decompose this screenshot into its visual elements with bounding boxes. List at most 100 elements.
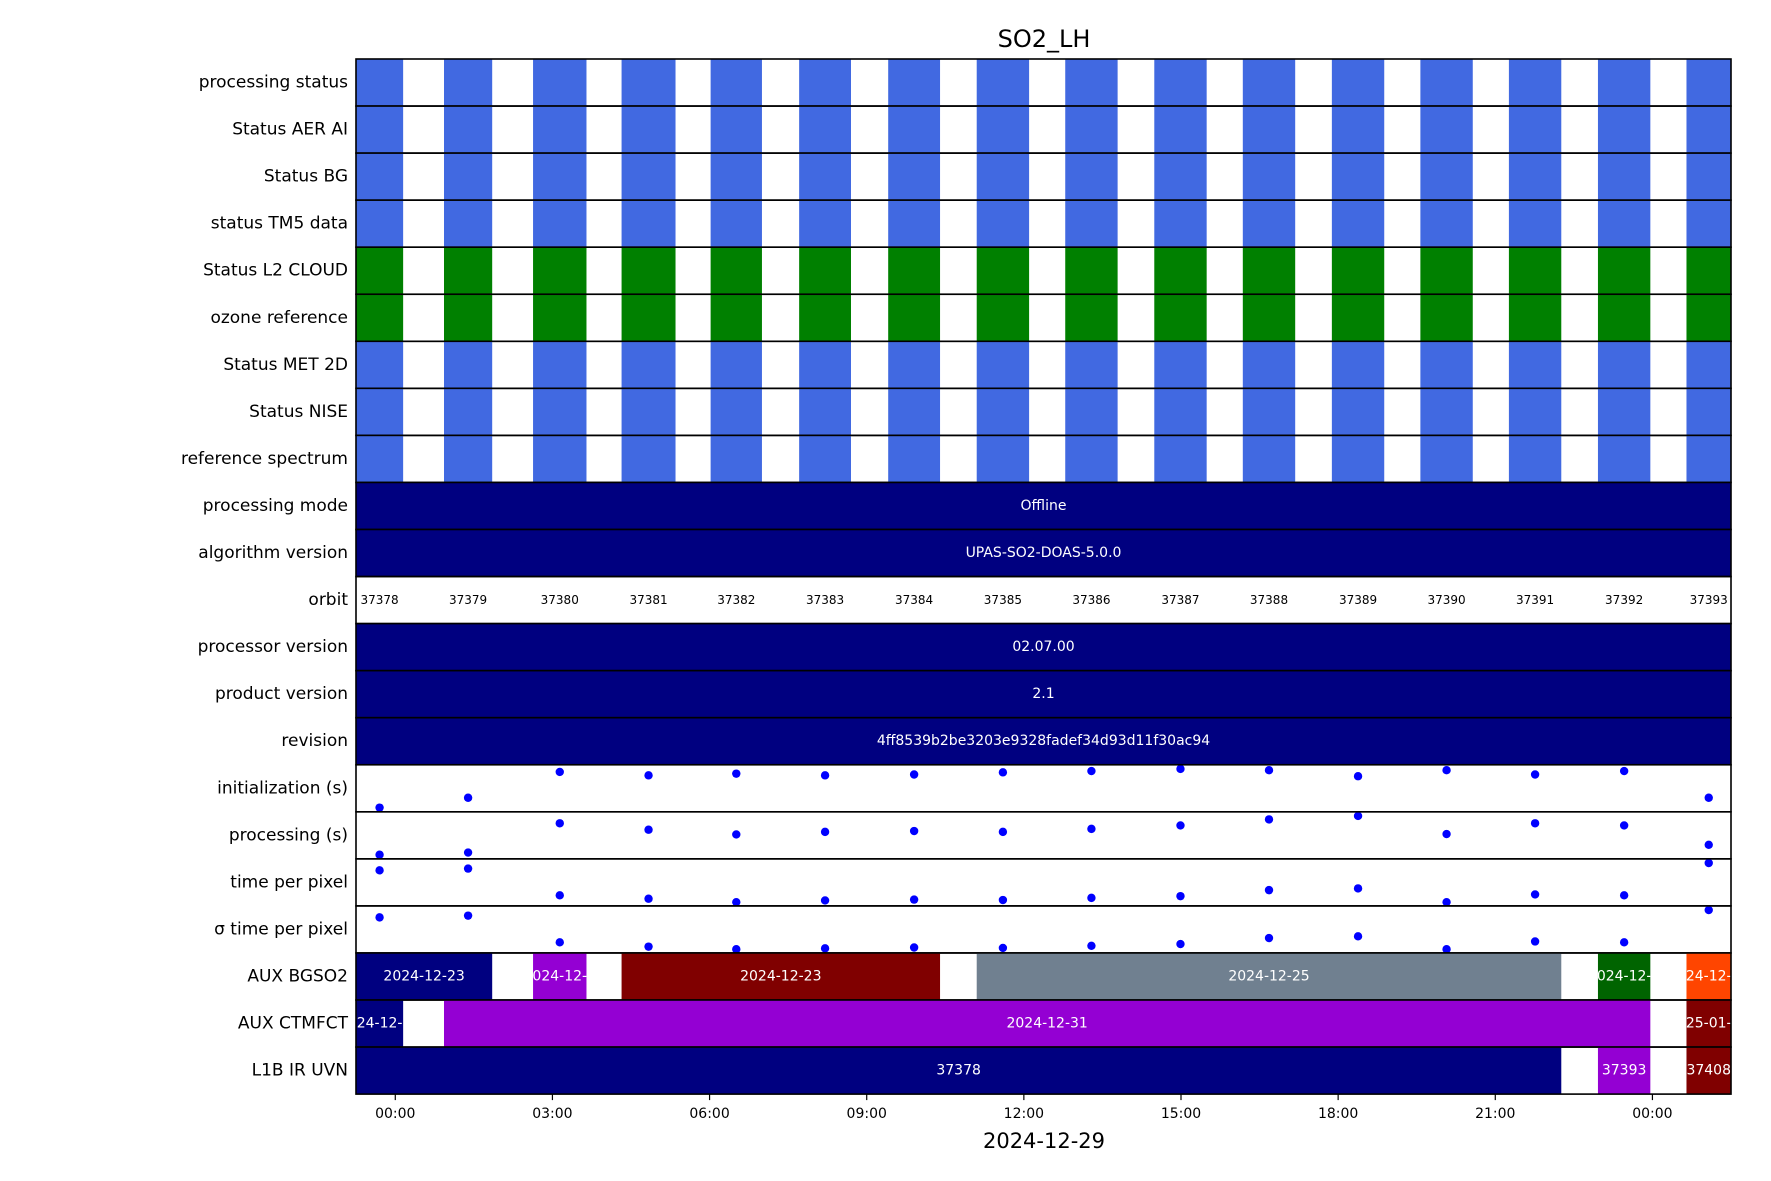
status-bar — [888, 388, 941, 436]
row-border — [355, 810, 1732, 860]
status-bar — [1242, 106, 1296, 154]
scatter-point — [1353, 884, 1363, 893]
segment-label-clip: 2024-12-2 — [533, 968, 586, 984]
segment-bar — [533, 952, 587, 1000]
value-bar — [356, 670, 1731, 718]
row-border — [355, 1046, 1732, 1095]
status-bar — [799, 294, 851, 342]
status-bar — [1242, 294, 1296, 342]
orbit-label: 37379 — [449, 593, 487, 607]
status-bar — [710, 294, 762, 342]
segment-label: 37393 — [1602, 1063, 1647, 1079]
status-bar — [1065, 153, 1118, 201]
row-label: status TM5 data — [211, 214, 348, 234]
scatter-point — [1619, 891, 1629, 900]
row-1: Status AER AI — [232, 105, 1732, 154]
status-bar — [533, 59, 587, 107]
scatter-point — [1704, 858, 1713, 868]
status-bar — [1065, 341, 1118, 389]
row-border — [355, 905, 1732, 954]
status-bar — [533, 247, 587, 295]
status-bar — [621, 294, 676, 342]
status-bar — [1597, 341, 1651, 389]
status-bar — [1597, 294, 1651, 342]
status-bar — [1597, 153, 1651, 201]
orbit-label: 37385 — [984, 593, 1022, 607]
row-8: reference spectrum — [181, 434, 1732, 484]
orbit-label: 37386 — [1072, 593, 1110, 607]
segment-label: 25-01- — [1686, 1016, 1732, 1032]
status-bar — [356, 153, 404, 201]
scatter-point — [463, 864, 473, 873]
scatter-point — [555, 819, 564, 828]
segment-label-clip: 2024-12-23 — [740, 968, 821, 984]
scatter-point — [1530, 770, 1540, 779]
status-bar — [710, 247, 762, 295]
status-bar — [799, 435, 851, 483]
status-bar — [356, 200, 404, 248]
status-bar — [444, 153, 493, 201]
scatter-point — [1087, 941, 1096, 950]
status-bar — [1686, 153, 1731, 201]
scatter-point — [555, 767, 564, 777]
segment-label-clip: 24-12- — [357, 1016, 403, 1032]
value-bar — [356, 529, 1731, 577]
status-bar — [1154, 435, 1207, 483]
segment-bar — [1597, 952, 1651, 1000]
scatter-point — [1530, 819, 1540, 828]
status-bar — [1597, 388, 1651, 436]
status-bar — [1065, 294, 1118, 342]
status-bar — [1154, 294, 1207, 342]
value-bar-label: Offline — [1021, 498, 1067, 514]
scatter-point — [998, 895, 1008, 905]
status-bar — [888, 200, 941, 248]
orbit-label: 37383 — [806, 593, 844, 607]
scatter-point — [555, 891, 564, 900]
x-tick-label: 12:00 — [1004, 1106, 1044, 1122]
status-bar — [356, 247, 404, 295]
orbit-label: 37391 — [1516, 593, 1554, 607]
segment-label-clip: 2024-12-25 — [1228, 968, 1309, 984]
scatter-point — [644, 771, 653, 780]
scatter-point — [555, 938, 564, 947]
status-bar — [444, 59, 493, 107]
status-bar — [1331, 435, 1385, 483]
scatter-point — [820, 944, 830, 953]
scatter-points — [375, 905, 1713, 953]
row-label: AUX CTMFCT — [238, 1014, 349, 1034]
segment-label: 2024-12-23 — [383, 968, 464, 984]
status-bar — [1065, 200, 1118, 248]
segment-label-clip: 25-01- — [1686, 1016, 1732, 1032]
scatter-point — [644, 894, 653, 903]
status-bar — [888, 294, 941, 342]
status-bar — [1508, 106, 1562, 154]
x-axis-label: 2024-12-29 — [983, 1129, 1105, 1153]
status-bar — [444, 388, 493, 436]
status-bar — [976, 106, 1030, 154]
status-bar — [1597, 200, 1651, 248]
scatter-point — [375, 913, 384, 922]
row-label: processing status — [199, 73, 348, 93]
value-bar — [356, 482, 1731, 530]
row-5: ozone reference — [210, 293, 1732, 343]
x-tick-label: 15:00 — [1161, 1106, 1201, 1122]
row-20: AUX CTMFCT 24-12- 2024-12-31 25-01- — [238, 999, 1732, 1048]
status-bar — [621, 200, 676, 248]
status-bar — [710, 388, 762, 436]
status-bar — [1242, 200, 1296, 248]
status-bar — [1065, 435, 1118, 483]
scatter-point — [732, 945, 741, 953]
scatter-point — [820, 827, 830, 837]
segment-bar — [356, 952, 493, 1000]
status-bar — [799, 106, 851, 154]
segment-bar — [621, 952, 941, 1000]
status-bar — [1242, 435, 1296, 483]
scatter-point — [732, 897, 741, 906]
status-bar — [533, 200, 587, 248]
scatter-point — [1176, 821, 1185, 830]
scatter-point — [1704, 905, 1713, 915]
scatter-point — [998, 827, 1008, 837]
status-bar — [1508, 388, 1562, 436]
status-bar — [356, 341, 404, 389]
